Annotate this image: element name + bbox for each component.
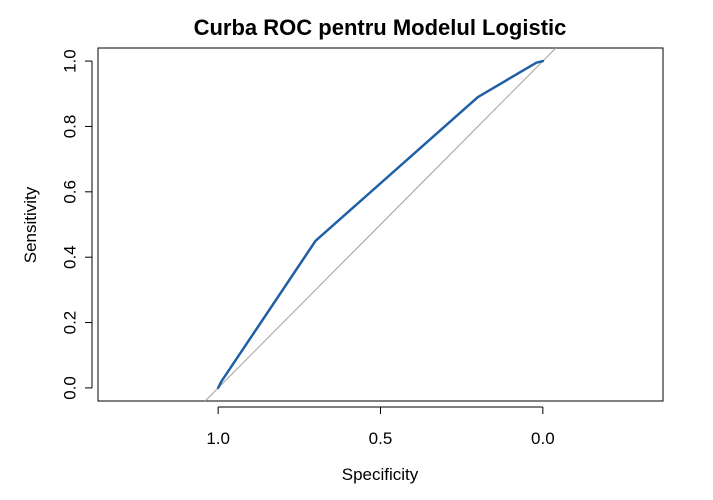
chart-title: Curba ROC pentru Modelul Logistic [194, 15, 567, 40]
x-tick-label: 0.0 [531, 429, 555, 448]
y-tick-label: 0.4 [61, 245, 80, 269]
y-tick-label: 0.2 [61, 311, 80, 335]
y-axis: 0.0 0.2 0.4 0.6 0.8 1.0 [61, 49, 93, 400]
reference-diagonal [204, 47, 557, 402]
y-tick-label: 0.6 [61, 180, 80, 204]
x-axis: 1.0 0.5 0.0 [206, 406, 555, 448]
y-tick-label: 1.0 [61, 49, 80, 73]
x-tick-label: 1.0 [206, 429, 230, 448]
y-tick-label: 0.0 [61, 376, 80, 400]
x-tick-label: 0.5 [369, 429, 393, 448]
series-layer [216, 59, 545, 390]
y-tick-label: 0.8 [61, 115, 80, 139]
roc-curve-line [216, 59, 545, 390]
y-axis-label: Sensitivity [21, 186, 40, 263]
plot-frame [97, 47, 664, 402]
x-axis-label: Specificity [342, 465, 419, 484]
